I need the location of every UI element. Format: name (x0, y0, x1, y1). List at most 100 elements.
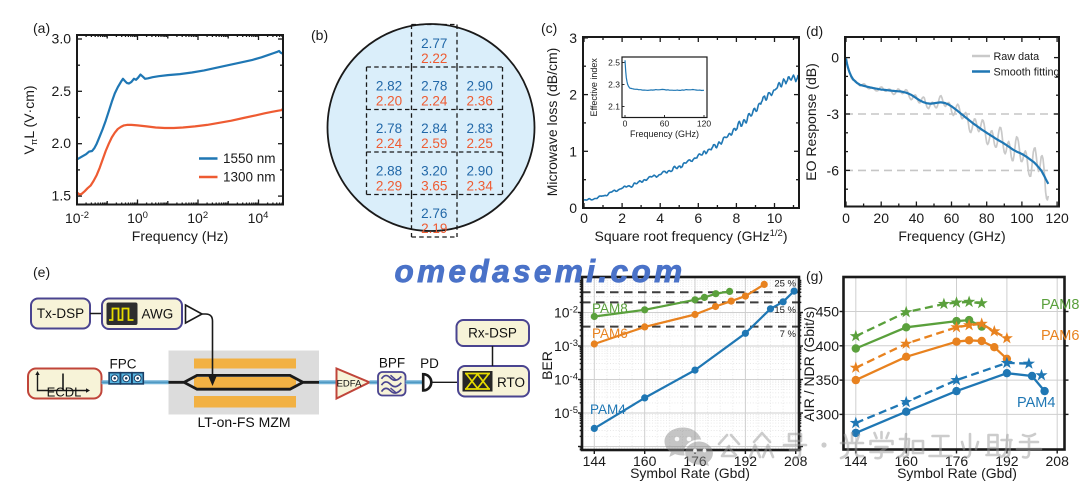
svg-text:2.84: 2.84 (421, 121, 448, 136)
svg-text:0: 0 (831, 50, 839, 66)
svg-text:2.34: 2.34 (467, 179, 494, 194)
svg-text:40: 40 (909, 210, 925, 226)
svg-text:Microwave loss (dB/cm): Microwave loss (dB/cm) (544, 48, 560, 197)
svg-text:PAM8: PAM8 (1041, 297, 1079, 313)
svg-text:PAM6: PAM6 (1041, 328, 1079, 344)
svg-text:450: 450 (816, 304, 840, 320)
svg-text:60: 60 (944, 210, 960, 226)
svg-text:FPC: FPC (110, 357, 137, 372)
svg-text:350: 350 (816, 372, 840, 388)
svg-text:Symbol Rate (Gbd): Symbol Rate (Gbd) (897, 465, 1017, 481)
svg-text:BPF: BPF (379, 356, 405, 371)
svg-text:7 %: 7 % (780, 329, 797, 340)
svg-text:2.78: 2.78 (376, 121, 402, 136)
svg-text:-3: -3 (827, 106, 840, 122)
svg-text:2.25: 2.25 (467, 136, 493, 151)
svg-text:1: 1 (569, 143, 577, 159)
svg-text:Frequency (GHz): Frequency (GHz) (898, 228, 1005, 244)
svg-text:3.20: 3.20 (421, 164, 447, 179)
svg-text:2.0: 2.0 (52, 135, 72, 151)
svg-text:2.20: 2.20 (376, 94, 402, 109)
svg-text:208: 208 (1046, 453, 1070, 469)
svg-text:PAM8: PAM8 (592, 301, 628, 316)
svg-text:0: 0 (842, 210, 850, 226)
svg-text:100: 100 (1010, 210, 1034, 226)
svg-text:144: 144 (583, 453, 607, 469)
svg-text:ECDL: ECDL (47, 385, 82, 400)
svg-text:3: 3 (569, 30, 577, 46)
svg-text:(e): (e) (33, 264, 50, 280)
svg-text:4: 4 (656, 210, 664, 226)
svg-text:120: 120 (1045, 210, 1069, 226)
svg-text:PAM4: PAM4 (590, 402, 626, 417)
svg-text:2.36: 2.36 (467, 94, 493, 109)
svg-text:PD: PD (420, 356, 439, 371)
svg-text:Tx-DSP: Tx-DSP (37, 306, 84, 321)
svg-text:RTO: RTO (497, 375, 525, 390)
svg-text:120: 120 (697, 119, 711, 129)
svg-text:10: 10 (767, 210, 783, 226)
svg-text:20: 20 (873, 210, 889, 226)
svg-text:(g): (g) (806, 268, 823, 284)
svg-text:2.24: 2.24 (376, 136, 403, 151)
svg-text:15 %: 15 % (774, 305, 796, 316)
svg-text:2.22: 2.22 (421, 51, 447, 66)
svg-text:EO Response (dB): EO Response (dB) (803, 63, 819, 181)
svg-text:25 %: 25 % (774, 279, 796, 290)
svg-text:2.59: 2.59 (421, 136, 447, 151)
svg-text:2.5: 2.5 (52, 83, 72, 99)
svg-text:(a): (a) (33, 20, 50, 36)
svg-text:PAM6: PAM6 (592, 326, 628, 341)
svg-text:2.3: 2.3 (608, 80, 620, 90)
svg-text:-6: -6 (827, 162, 840, 178)
svg-text:2.1: 2.1 (608, 102, 620, 112)
svg-text:400: 400 (816, 338, 840, 354)
svg-text:2.19: 2.19 (421, 221, 447, 236)
svg-text:2.82: 2.82 (376, 79, 402, 94)
svg-text:(c): (c) (541, 20, 557, 36)
svg-text:8: 8 (733, 210, 741, 226)
svg-text:Raw data: Raw data (994, 51, 1040, 63)
svg-text:0: 0 (569, 200, 577, 216)
svg-text:(d): (d) (806, 23, 823, 39)
svg-text:2.76: 2.76 (421, 206, 447, 221)
svg-text:300: 300 (816, 406, 840, 422)
svg-text:PAM4: PAM4 (1017, 395, 1055, 411)
svg-text:AWG: AWG (142, 307, 174, 322)
svg-text:1300 nm: 1300 nm (223, 170, 276, 185)
svg-text:Effective index: Effective index (589, 58, 599, 117)
svg-text:Smooth fitting: Smooth fitting (994, 67, 1060, 79)
svg-text:2.90: 2.90 (467, 164, 493, 179)
svg-text:160: 160 (633, 453, 657, 469)
svg-text:0: 0 (623, 119, 628, 129)
svg-text:Symbol Rate (Gbd): Symbol Rate (Gbd) (630, 465, 750, 481)
svg-text:VπL (V·cm): VπL (V·cm) (21, 85, 40, 154)
svg-text:Rx-DSP: Rx-DSP (468, 326, 517, 341)
svg-text:2.90: 2.90 (467, 79, 493, 94)
svg-text:2.78: 2.78 (421, 79, 447, 94)
svg-text:Frequency (Hz): Frequency (Hz) (132, 228, 228, 244)
svg-text:2.5: 2.5 (608, 58, 620, 68)
svg-text:2.88: 2.88 (376, 164, 402, 179)
svg-text:60: 60 (660, 119, 670, 129)
svg-text:208: 208 (784, 453, 808, 469)
svg-text:6: 6 (694, 210, 702, 226)
svg-text:LT-on-FS MZM: LT-on-FS MZM (197, 414, 290, 430)
svg-text:0: 0 (580, 210, 588, 226)
svg-text:2.24: 2.24 (421, 94, 448, 109)
svg-text:Square root frequency (GHz1/2): Square root frequency (GHz1/2) (595, 228, 788, 244)
svg-text:3.0: 3.0 (52, 31, 72, 47)
svg-text:BER: BER (539, 351, 555, 380)
svg-text:80: 80 (979, 210, 995, 226)
svg-text:2.83: 2.83 (467, 121, 493, 136)
svg-text:omedasemi.com: omedasemi.com (394, 253, 685, 289)
svg-text:1.5: 1.5 (52, 188, 72, 204)
svg-text:1550 nm: 1550 nm (223, 151, 276, 166)
svg-text:2: 2 (618, 210, 626, 226)
svg-text:3.65: 3.65 (421, 179, 447, 194)
svg-text:AIR / NDR (Gbit/s): AIR / NDR (Gbit/s) (801, 306, 817, 421)
svg-text:2.29: 2.29 (376, 179, 402, 194)
svg-text:Frequency (GHz): Frequency (GHz) (630, 129, 699, 139)
svg-text:2.77: 2.77 (421, 36, 447, 51)
svg-text:2: 2 (569, 87, 577, 103)
